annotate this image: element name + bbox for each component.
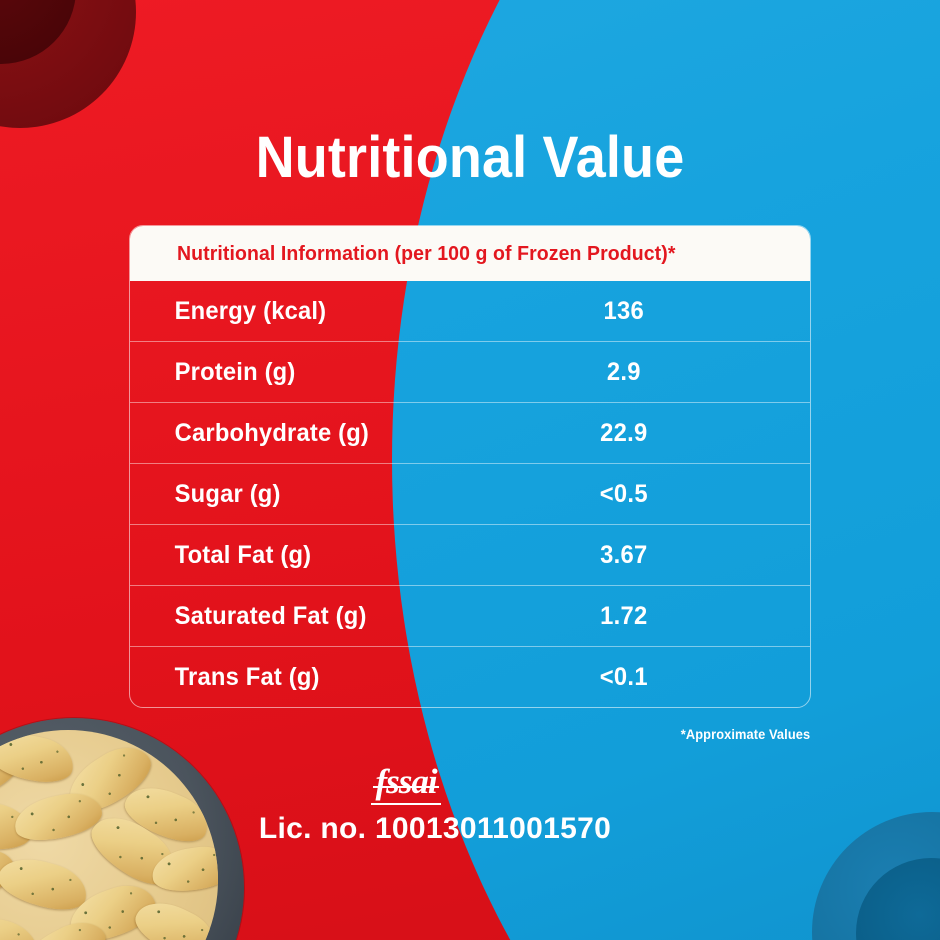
table-row: Carbohydrate (g) 22.9 (130, 402, 810, 463)
nutrient-label: Trans Fat (g) (174, 662, 320, 691)
table-row: Protein (g) 2.9 (130, 341, 810, 402)
license-number: Lic. no. 10013011001570 (258, 812, 612, 845)
nutrient-value: 1.72 (600, 601, 648, 630)
approximate-values-note: *Approximate Values (680, 727, 810, 742)
fssai-logo: fssai (0, 763, 940, 805)
nutrient-value: 2.9 (606, 357, 641, 386)
nutrition-table: Nutritional Information (per 100 g of Fr… (129, 225, 811, 708)
nutrient-value: <0.1 (599, 662, 648, 691)
background-blue-arc (392, 0, 940, 940)
table-row: Sugar (g) <0.5 (130, 463, 810, 524)
table-row: Total Fat (g) 3.67 (130, 524, 810, 585)
table-row: Energy (kcal) 136 (130, 281, 810, 341)
nutrient-label: Sugar (g) (174, 479, 281, 508)
nutrient-value: 3.67 (600, 540, 648, 569)
table-row: Trans Fat (g) <0.1 (130, 646, 810, 707)
nutrient-value: 136 (603, 296, 645, 325)
nutrient-label: Total Fat (g) (174, 540, 312, 569)
page-title: Nutritional Value (255, 125, 685, 190)
table-header-label: Nutritional Information (per 100 g of Fr… (177, 241, 676, 265)
nutrient-label: Carbohydrate (g) (174, 418, 370, 447)
table-header-row: Nutritional Information (per 100 g of Fr… (130, 226, 810, 281)
table-body: Energy (kcal) 136 Protein (g) 2.9 Carbohydra… (130, 281, 810, 707)
nutrient-label: Protein (g) (174, 357, 296, 386)
nutrient-value: 22.9 (600, 418, 648, 447)
nutrient-value: <0.5 (599, 479, 648, 508)
nutrient-label: Energy (kcal) (174, 296, 327, 325)
nutrient-label: Saturated Fat (g) (174, 601, 367, 630)
potato-wedge (0, 910, 42, 940)
fssai-wordmark: fssai (371, 763, 441, 805)
table-row: Saturated Fat (g) 1.72 (130, 585, 810, 646)
